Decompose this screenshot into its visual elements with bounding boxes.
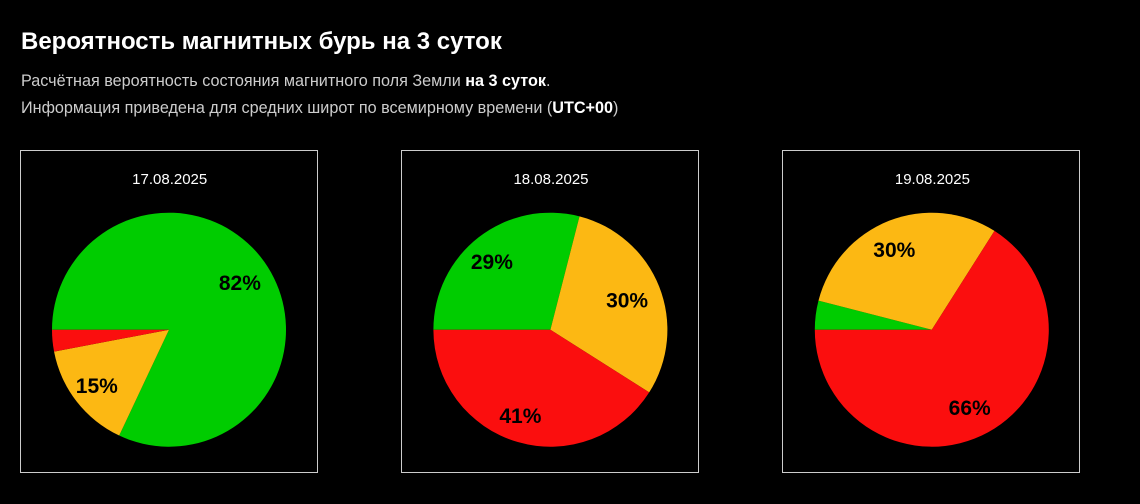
svg-text:18.08.2025: 18.08.2025 [513,171,588,188]
svg-text:66%: 66% [949,397,991,420]
svg-text:41%: 41% [499,405,541,428]
svg-text:15%: 15% [76,375,118,398]
svg-text:29%: 29% [471,251,513,274]
svg-text:30%: 30% [606,290,648,313]
svg-text:17.08.2025: 17.08.2025 [132,171,207,188]
svg-text:30%: 30% [873,239,915,262]
svg-text:82%: 82% [219,272,261,295]
svg-text:19.08.2025: 19.08.2025 [895,171,970,188]
